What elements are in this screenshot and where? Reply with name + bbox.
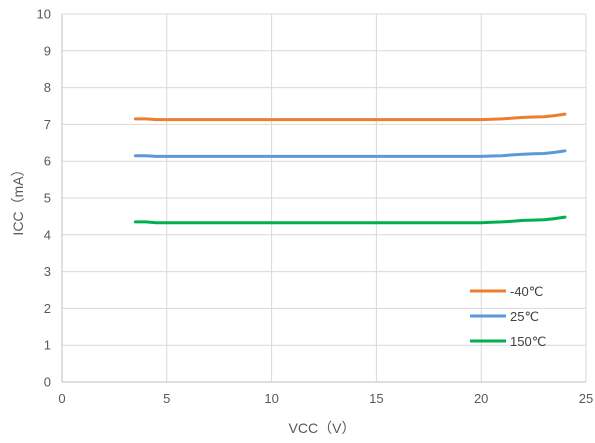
y-tick-label: 3 xyxy=(44,264,51,279)
series-line-1 xyxy=(133,149,567,158)
x-tick-label: 10 xyxy=(264,391,278,406)
y-tick-label: 1 xyxy=(44,338,51,353)
y-tick-label: 6 xyxy=(44,154,51,169)
y-tick-label: 4 xyxy=(44,227,51,242)
x-tick-label: 0 xyxy=(58,391,65,406)
y-tick-label: 8 xyxy=(44,80,51,95)
series-line-2 xyxy=(133,215,567,225)
series-line-0 xyxy=(133,112,567,122)
legend-label-2: 150℃ xyxy=(510,334,546,349)
grid xyxy=(62,13,587,382)
legend: -40℃ 25℃ 150℃ xyxy=(470,284,546,349)
y-tick-label: 0 xyxy=(44,375,51,390)
y-axis-title: ICC（mA） xyxy=(10,162,26,235)
x-axis-title: VCC（V） xyxy=(289,420,356,436)
y-tick-label: 2 xyxy=(44,301,51,316)
tick-labels: 0 1 2 3 4 5 6 7 8 9 10 0 5 10 15 20 25 xyxy=(37,7,594,407)
axes xyxy=(61,14,586,383)
legend-label-1: 25℃ xyxy=(510,309,539,324)
x-tick-label: 5 xyxy=(163,391,170,406)
y-tick-label: 10 xyxy=(37,7,51,22)
series-lines xyxy=(133,112,567,225)
x-tick-label: 15 xyxy=(369,391,383,406)
x-tick-label: 20 xyxy=(474,391,488,406)
y-tick-label: 9 xyxy=(44,43,51,58)
y-tick-label: 7 xyxy=(44,117,51,132)
y-tick-label: 5 xyxy=(44,191,51,206)
legend-label-0: -40℃ xyxy=(510,284,543,299)
x-tick-label: 25 xyxy=(579,391,593,406)
